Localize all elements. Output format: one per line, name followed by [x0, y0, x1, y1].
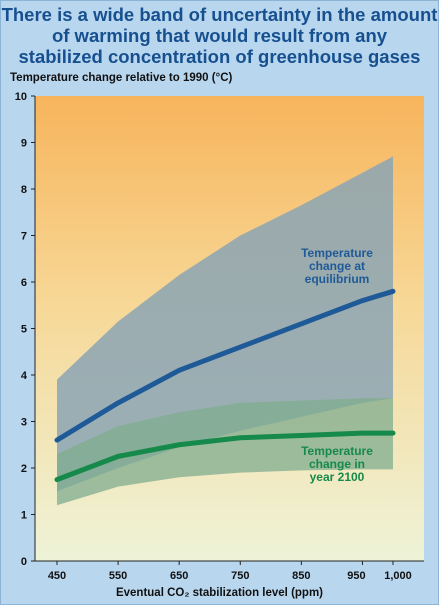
- y-tick-label: 9: [21, 138, 27, 150]
- series-label-1: Temperature change at equilibrium: [301, 246, 373, 286]
- y-tick-label: 3: [21, 417, 27, 429]
- x-tick-label: 850: [292, 570, 310, 582]
- x-tick-label: 750: [231, 570, 249, 582]
- y-tick-label: 1: [21, 510, 27, 522]
- y-tick-label: 4: [21, 370, 28, 382]
- series-label-line: Temperature: [301, 246, 373, 260]
- y-tick-label: 7: [21, 231, 27, 243]
- series-label-line: change in: [309, 457, 365, 471]
- x-axis-label-text: Eventual CO₂ stabilization level (ppm): [115, 587, 324, 599]
- series-line-1: [54, 288, 396, 443]
- y-tick-label: 10: [15, 91, 27, 103]
- x-tick-label: 1,000: [384, 570, 412, 582]
- chart-title: There is a wide band of uncertainty in t…: [1, 4, 438, 67]
- y-tick-label: 2: [21, 463, 27, 475]
- x-tick-label: 950: [347, 570, 365, 582]
- y-tick-label: 0: [21, 556, 27, 568]
- series-label-2: Temperature change in year 2100: [301, 444, 373, 484]
- series-label-line: change at: [309, 259, 365, 273]
- x-axis-label: Eventual CO₂ stabilization level (ppm): [0, 587, 439, 599]
- series-label-line: Temperature: [301, 444, 373, 458]
- series-line-2: [54, 430, 396, 483]
- y-tick-label: 6: [21, 277, 27, 289]
- series-label-line: year 2100: [310, 470, 365, 484]
- x-tick-label: 450: [48, 570, 66, 582]
- uncertainty-band-2: [57, 398, 393, 506]
- x-tick-label: 550: [109, 570, 127, 582]
- y-tick-label: 8: [21, 184, 27, 196]
- series-label-line: equilibrium: [305, 272, 370, 286]
- x-tick-label: 650: [170, 570, 188, 582]
- y-axis-label: Temperature change relative to 1990 (°C): [10, 72, 233, 84]
- y-tick-label: 5: [21, 324, 27, 336]
